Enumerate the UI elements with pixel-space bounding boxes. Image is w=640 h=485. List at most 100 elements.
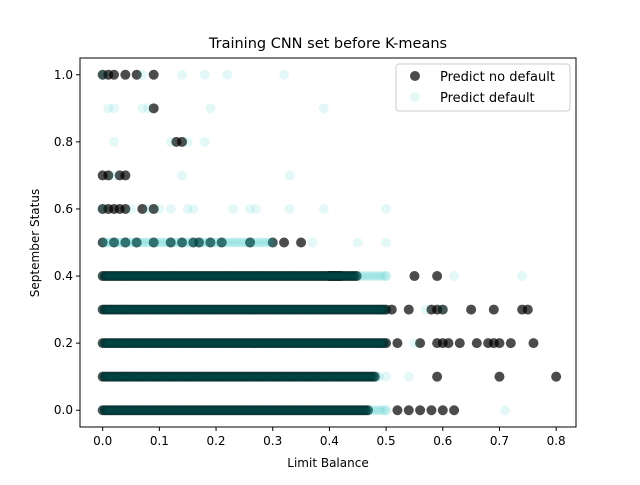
data-point <box>279 371 290 382</box>
data-point <box>313 338 324 349</box>
data-point <box>217 405 228 416</box>
data-point <box>247 271 258 282</box>
data-point <box>145 405 156 416</box>
data-point <box>233 237 244 248</box>
data-point <box>143 203 154 214</box>
data-point <box>269 271 280 282</box>
data-point <box>315 371 326 382</box>
data-point <box>133 304 144 315</box>
data-point <box>367 304 378 315</box>
data-point <box>167 405 178 416</box>
data-point <box>353 371 364 382</box>
data-point <box>99 237 110 248</box>
data-point <box>342 338 353 349</box>
data-point <box>322 304 333 315</box>
data-point <box>192 405 203 416</box>
data-point <box>274 371 285 382</box>
data-point <box>322 405 333 416</box>
data-point <box>177 271 188 282</box>
data-point <box>235 304 246 315</box>
data-point <box>138 405 149 416</box>
data-point <box>233 271 244 282</box>
data-point <box>109 103 120 114</box>
y-tick-label: 0.4 <box>54 269 73 283</box>
data-point <box>197 237 208 248</box>
data-point <box>386 304 397 315</box>
data-point <box>177 69 188 80</box>
data-point <box>290 338 301 349</box>
data-point <box>318 103 329 114</box>
data-point <box>437 304 448 315</box>
data-point <box>351 371 362 382</box>
data-point <box>199 371 210 382</box>
data-point <box>254 405 265 416</box>
data-point <box>315 405 326 416</box>
data-point <box>342 371 353 382</box>
data-point <box>156 405 167 416</box>
data-point <box>172 237 183 248</box>
data-point <box>347 405 358 416</box>
data-point <box>205 103 216 114</box>
data-point <box>358 371 369 382</box>
data-point <box>220 271 231 282</box>
data-point <box>306 338 317 349</box>
data-point <box>99 304 110 315</box>
data-point <box>247 304 258 315</box>
data-point <box>328 338 339 349</box>
data-point <box>338 271 349 282</box>
data-point <box>224 271 235 282</box>
data-point <box>281 271 292 282</box>
data-point <box>249 237 260 248</box>
data-point <box>167 304 178 315</box>
data-point <box>283 304 294 315</box>
data-point <box>294 371 305 382</box>
data-point <box>443 338 454 349</box>
data-point <box>347 371 358 382</box>
data-point <box>381 338 392 349</box>
data-point <box>109 136 120 147</box>
data-point <box>181 237 192 248</box>
data-point <box>274 271 285 282</box>
data-point <box>374 304 385 315</box>
data-point <box>353 338 364 349</box>
data-point <box>335 271 346 282</box>
data-point <box>376 304 387 315</box>
data-point <box>310 271 321 282</box>
data-point <box>120 69 131 80</box>
data-point <box>217 338 228 349</box>
data-point <box>131 338 142 349</box>
data-point <box>403 371 414 382</box>
data-point <box>238 271 249 282</box>
data-point <box>245 203 256 214</box>
data-point <box>301 271 312 282</box>
data-point <box>111 271 122 282</box>
data-point <box>226 271 237 282</box>
data-point <box>97 405 108 416</box>
data-point <box>174 405 185 416</box>
data-point <box>104 271 115 282</box>
data-point <box>127 237 138 248</box>
data-point <box>256 271 267 282</box>
data-point <box>349 371 360 382</box>
data-point <box>292 271 303 282</box>
data-point <box>290 271 301 282</box>
data-point <box>362 405 373 416</box>
data-point <box>254 371 265 382</box>
data-point <box>152 237 163 248</box>
data-point <box>372 338 383 349</box>
data-point <box>131 237 142 248</box>
data-point <box>97 304 108 315</box>
data-point <box>409 271 420 282</box>
data-point <box>263 304 274 315</box>
data-point <box>158 405 169 416</box>
data-point <box>335 304 346 315</box>
data-point <box>97 338 108 349</box>
data-point <box>137 103 148 114</box>
data-point <box>272 271 283 282</box>
data-point <box>258 237 269 248</box>
data-point <box>333 271 344 282</box>
data-point <box>328 304 339 315</box>
data-point <box>235 405 246 416</box>
data-point <box>206 371 217 382</box>
data-point <box>362 405 373 416</box>
